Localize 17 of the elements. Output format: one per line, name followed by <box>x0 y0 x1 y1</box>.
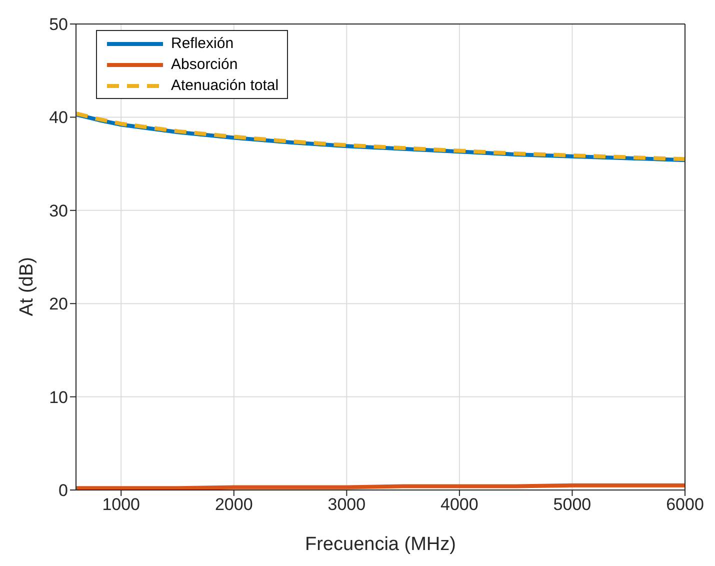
y-tick-label: 40 <box>49 108 68 128</box>
x-tick-label: 4000 <box>440 495 478 514</box>
y-tick-label: 30 <box>49 201 68 220</box>
legend-label: Absorción <box>171 56 238 73</box>
x-axis-title: Frecuencia (MHz) <box>305 534 456 555</box>
y-tick-label: 0 <box>58 481 68 500</box>
legend-label: Atenuación total <box>171 77 279 94</box>
x-tick-label: 5000 <box>553 495 592 514</box>
x-tick-label: 6000 <box>666 495 704 514</box>
x-tick-label: 1000 <box>102 495 140 514</box>
y-tick-label: 20 <box>49 294 68 314</box>
x-tick-label: 2000 <box>214 495 253 514</box>
y-tick-label: 50 <box>49 15 68 34</box>
y-tick-label: 10 <box>49 388 68 407</box>
legend-label: Reflexión <box>171 35 234 52</box>
y-axis-title: At (dB) <box>16 257 38 316</box>
x-tick-label: 3000 <box>328 495 366 514</box>
